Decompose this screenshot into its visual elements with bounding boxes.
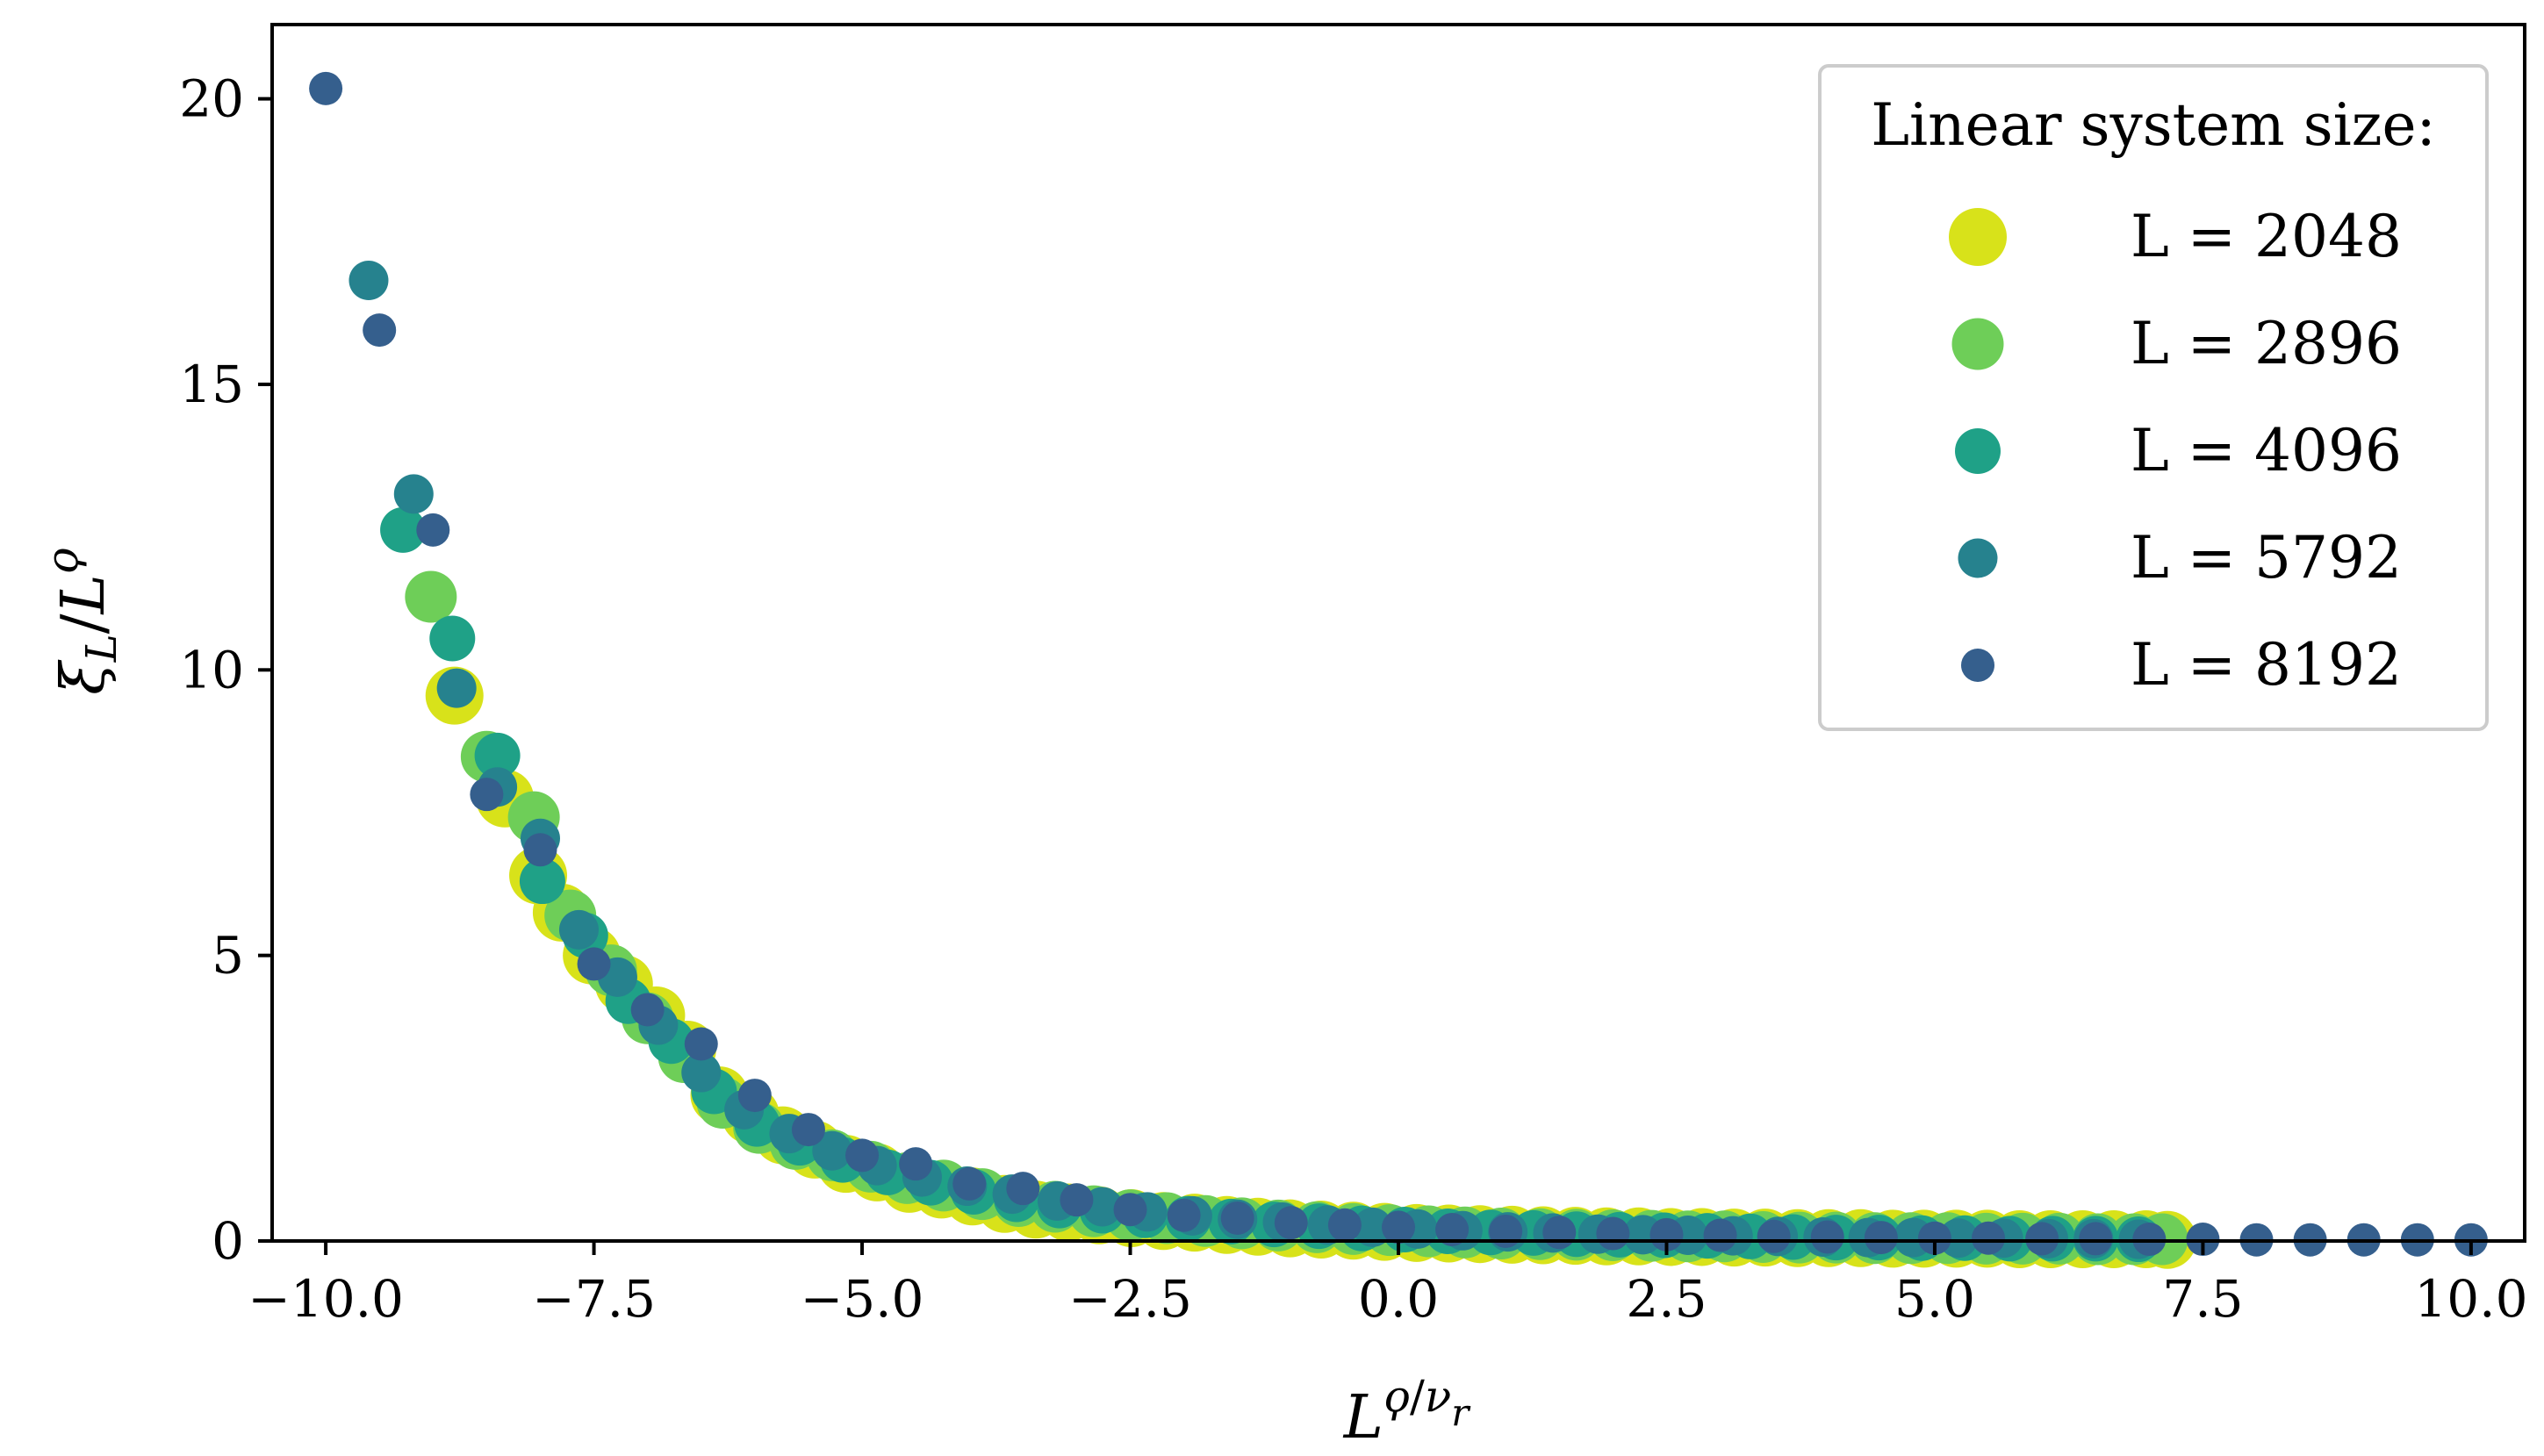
- data-point: [349, 261, 389, 301]
- legend-title: Linear system size:: [1871, 91, 2436, 159]
- data-point: [812, 1130, 852, 1171]
- data-point: [1972, 1221, 2006, 1255]
- legend-label: L = 2048: [2131, 203, 2402, 270]
- x-tick-label: 7.5: [2162, 1269, 2243, 1329]
- data-point: [405, 570, 457, 623]
- legend-label: L = 4096: [2131, 417, 2402, 484]
- data-point: [1327, 1208, 1362, 1242]
- y-axis-ticks: 0 5 10 15 20: [179, 69, 272, 1271]
- x-tick-label: 5.0: [1894, 1269, 1975, 1329]
- data-point: [519, 858, 565, 905]
- x-axis-label: Lϙ/νr: [1342, 1371, 1472, 1452]
- legend-label: L = 5792: [2131, 524, 2402, 592]
- data-point: [393, 474, 434, 514]
- data-point: [470, 778, 504, 812]
- data-point: [1542, 1216, 1577, 1250]
- data-point: [1703, 1218, 1737, 1252]
- data-point: [429, 615, 476, 662]
- x-tick-label: −10.0: [248, 1269, 404, 1329]
- legend: Linear system size: L = 2048 L = 2896 L = …: [1818, 64, 2489, 731]
- data-point: [1810, 1220, 1844, 1254]
- legend-marker: [1958, 538, 1998, 578]
- y-tick-label: 0: [212, 1211, 244, 1271]
- legend-marker: [1961, 649, 1994, 682]
- x-tick-label: 2.5: [1626, 1269, 1707, 1329]
- data-point: [630, 993, 665, 1027]
- legend-box: [1818, 64, 2489, 731]
- data-point: [2079, 1222, 2113, 1256]
- data-point: [558, 909, 599, 950]
- data-point: [380, 506, 427, 553]
- data-point: [1220, 1201, 1254, 1235]
- y-tick-label: 10: [179, 640, 244, 699]
- x-tick-label: −5.0: [801, 1269, 924, 1329]
- data-point: [1435, 1212, 1470, 1246]
- y-tick-label: 5: [212, 926, 244, 986]
- data-point: [1274, 1206, 1308, 1240]
- data-point: [1596, 1216, 1630, 1251]
- data-point: [684, 1027, 718, 1061]
- data-point: [1113, 1193, 1147, 1227]
- data-point: [1938, 1218, 1979, 1259]
- data-points: [309, 71, 2488, 1269]
- y-tick-label: 20: [179, 69, 244, 129]
- data-point: [1353, 1207, 1393, 1247]
- data-point: [2025, 1222, 2059, 1256]
- data-point: [1060, 1183, 1094, 1217]
- data-point: [1167, 1198, 1201, 1232]
- data-point: [1864, 1221, 1898, 1255]
- x-axis-ticks: −10.0 −7.5 −5.0 −2.5 0.0 2.5 5.0 7.5 10.0: [248, 1241, 2527, 1329]
- data-point: [363, 313, 397, 348]
- legend-marker: [1949, 208, 2007, 266]
- data-point: [737, 1079, 772, 1113]
- data-point: [416, 513, 450, 547]
- data-point: [845, 1138, 880, 1173]
- legend-marker: [1951, 318, 2004, 370]
- data-point: [952, 1166, 987, 1201]
- x-tick-label: −2.5: [1068, 1269, 1192, 1329]
- data-point: [1757, 1219, 1791, 1253]
- data-point: [1917, 1221, 1951, 1255]
- data-point: [1006, 1172, 1040, 1206]
- x-tick-label: −7.5: [532, 1269, 656, 1329]
- data-point: [681, 1052, 722, 1093]
- data-point: [1382, 1210, 1415, 1244]
- data-point: [523, 833, 557, 867]
- y-axis-label: ξL/Lϙ: [37, 548, 126, 695]
- legend-marker: [1955, 428, 2001, 474]
- data-point: [1623, 1215, 1664, 1255]
- x-tick-label: 10.0: [2414, 1269, 2527, 1329]
- x-tick-label: 0.0: [1358, 1269, 1439, 1329]
- data-point: [309, 71, 343, 105]
- data-point: [1649, 1217, 1684, 1252]
- data-point: [791, 1113, 825, 1147]
- data-point: [899, 1147, 933, 1181]
- y-tick-label: 15: [179, 355, 244, 414]
- data-point: [436, 668, 477, 708]
- data-point: [1489, 1214, 1523, 1248]
- data-point: [474, 732, 521, 778]
- legend-label: L = 8192: [2131, 631, 2402, 699]
- legend-label: L = 2896: [2131, 310, 2402, 377]
- data-point: [577, 947, 611, 981]
